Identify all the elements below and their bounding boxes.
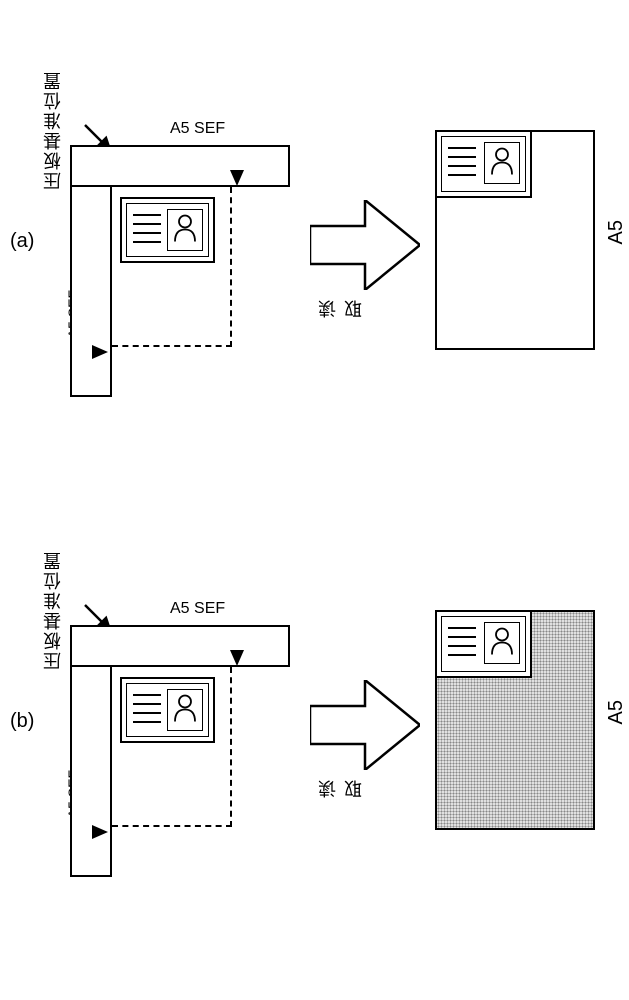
scanner-platen-a: 压板基准位置 A5 SEF A5 SEF <box>70 70 290 410</box>
ref-position-label: 压板基准位置 <box>40 70 66 190</box>
id-card-photo <box>167 209 203 251</box>
scanner-platen-b: 压板基准位置 A5 SEF A5 SEF <box>70 550 290 890</box>
output-size-label: A5 <box>605 700 628 724</box>
a5-tick-top-icon <box>230 650 244 671</box>
panel-label-a: (a) <box>10 230 34 253</box>
output-a5-a <box>435 130 595 350</box>
person-icon <box>172 212 198 249</box>
read-arrow-icon <box>310 200 420 295</box>
id-card-border <box>441 616 526 672</box>
id-card-text-lines <box>448 627 476 663</box>
person-icon <box>489 625 515 662</box>
output-size-label: A5 <box>605 220 628 244</box>
id-card-text-lines <box>133 694 161 730</box>
id-card-photo <box>484 622 520 664</box>
output-a5-b <box>435 610 595 830</box>
id-card-border <box>441 136 526 192</box>
panel-label-b: (b) <box>10 710 34 733</box>
a5-sef-top-label: A5 SEF <box>170 600 225 618</box>
id-card-border <box>126 203 209 257</box>
person-icon <box>172 692 198 729</box>
ruler-top <box>70 145 290 187</box>
id-card-on-output <box>437 132 532 198</box>
id-card-photo <box>484 142 520 184</box>
read-label: 读取 <box>315 296 367 318</box>
a5-tick-left-icon <box>92 825 108 844</box>
person-icon <box>489 145 515 182</box>
id-card-on-platen <box>120 197 215 263</box>
id-card-text-lines <box>448 147 476 183</box>
read-arrow-icon <box>310 680 420 775</box>
a5-tick-top-icon <box>230 170 244 191</box>
id-card-border <box>126 683 209 737</box>
read-label: 读取 <box>315 776 367 798</box>
id-card-on-output <box>437 612 532 678</box>
a5-tick-left-icon <box>92 345 108 364</box>
ruler-left <box>70 187 112 397</box>
id-card-on-platen <box>120 677 215 743</box>
ruler-left <box>70 667 112 877</box>
a5-sef-top-label: A5 SEF <box>170 120 225 138</box>
id-card-text-lines <box>133 214 161 250</box>
ref-position-label: 压板基准位置 <box>40 550 66 670</box>
ruler-top <box>70 625 290 667</box>
id-card-photo <box>167 689 203 731</box>
